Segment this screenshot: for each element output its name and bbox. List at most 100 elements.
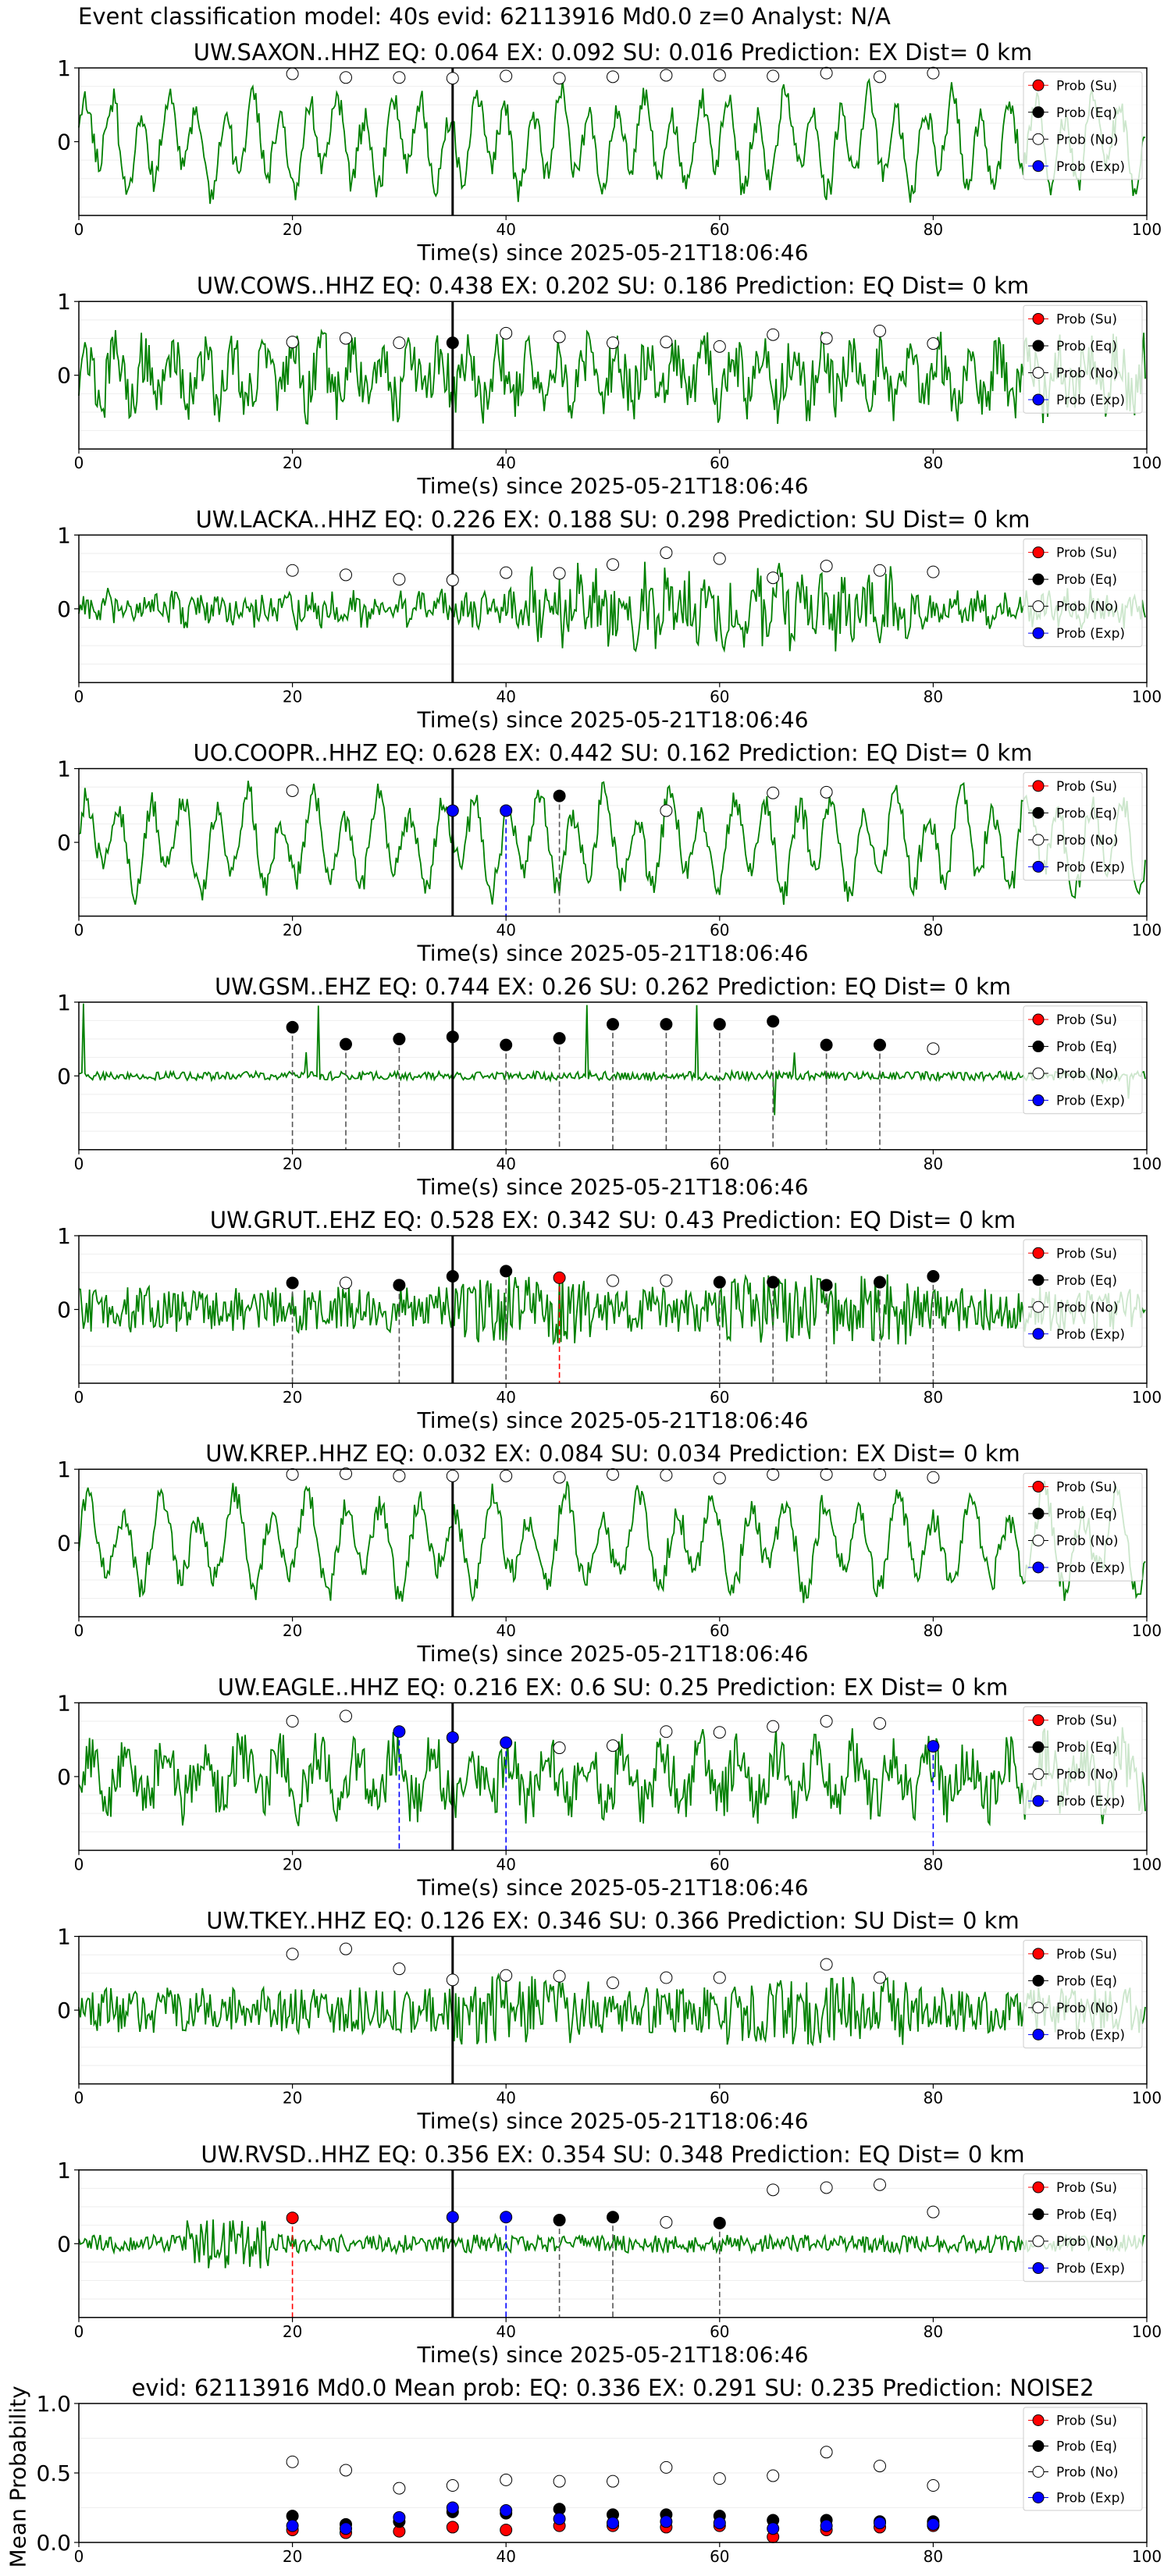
x-tick-label: 0 [74, 1388, 84, 1407]
mean-marker-su [446, 2521, 459, 2534]
prob-marker-no [286, 1715, 299, 1728]
prob-marker-no [767, 571, 780, 585]
prob-marker-no [500, 69, 513, 83]
legend-label: Prob (No) [1056, 2234, 1119, 2250]
prob-marker-no [340, 1276, 352, 1290]
prob-marker-su [553, 1271, 566, 1284]
x-tick-label: 20 [283, 921, 302, 940]
mean-marker-exp [660, 2515, 673, 2528]
station-panel: UW.EAGLE..HHZ EQ: 0.216 EX: 0.6 SU: 0.25… [57, 1674, 1162, 1900]
prob-marker-eq [660, 1018, 673, 1031]
legend-marker [1032, 2440, 1045, 2452]
x-axis-label: Time(s) since 2025-05-21T18:06:46 [416, 473, 808, 499]
axes-frame [78, 534, 1148, 684]
panel-title: UW.GSM..EHZ EQ: 0.744 EX: 0.26 SU: 0.262… [215, 973, 1011, 1000]
legend-label: Prob (Su) [1056, 1479, 1117, 1495]
legend-marker [1032, 2492, 1045, 2503]
prob-marker-no [874, 325, 886, 337]
mean-marker-no [820, 2446, 833, 2459]
prob-marker-no [713, 1726, 726, 1739]
x-tick-label: 100 [1132, 687, 1162, 706]
prob-marker-no [767, 69, 780, 83]
panel-title: UW.GRUT..EHZ EQ: 0.528 EX: 0.342 SU: 0.4… [210, 1207, 1016, 1233]
x-tick-label: 80 [924, 921, 943, 940]
legend-marker [1032, 806, 1045, 819]
y-tick-label: 1 [57, 1690, 71, 1716]
waveform-trace [78, 1003, 1146, 1115]
prob-marker-exp [927, 1740, 940, 1753]
y-tick-label: 0 [57, 1531, 71, 1557]
legend: Prob (Su) Prob (Eq) Prob (No) Prob (Exp) [1023, 304, 1143, 414]
legend-box [1023, 304, 1143, 414]
prob-marker-no [553, 1742, 566, 1755]
legend-label: Prob (Su) [1056, 311, 1117, 327]
legend-marker [1032, 1013, 1045, 1026]
station-panel: UW.COWS..HHZ EQ: 0.438 EX: 0.202 SU: 0.1… [57, 272, 1162, 499]
x-tick-label: 100 [1132, 220, 1162, 239]
prob-marker-no [820, 332, 833, 345]
legend-marker [1032, 106, 1045, 119]
legend-label: Prob (Su) [1056, 779, 1117, 795]
panel-title: UW.RVSD..HHZ EQ: 0.356 EX: 0.354 SU: 0.3… [201, 2141, 1024, 2168]
prob-marker-no [660, 2215, 673, 2229]
prob-marker-eq [820, 1279, 833, 1292]
x-tick-label: 40 [496, 921, 515, 940]
x-tick-label: 20 [283, 2089, 302, 2108]
legend-label: Prob (Su) [1056, 78, 1117, 94]
prob-marker-no [393, 573, 406, 586]
prob-marker-no [767, 1720, 780, 1733]
prob-marker-no [286, 1468, 299, 1481]
prob-marker-exp [500, 1736, 513, 1749]
prob-marker-eq [553, 789, 566, 802]
legend: Prob (Su) Prob (Eq) Prob (No) Prob (Exp) [1023, 1472, 1143, 1582]
x-tick-label: 40 [496, 454, 515, 472]
x-tick-label: 40 [496, 687, 515, 706]
y-tick-label: 1 [57, 2158, 71, 2183]
legend-label: Prob (Eq) [1056, 806, 1117, 821]
legend-marker [1032, 1714, 1045, 1727]
prob-marker-no [660, 1971, 673, 1984]
prob-marker-no [927, 1471, 940, 1484]
prob-marker-eq [446, 1269, 459, 1283]
x-tick-label: 100 [1132, 2547, 1162, 2566]
waveform-trace [78, 781, 1146, 906]
x-axis-label: Time(s) since 2025-05-21T18:06:46 [416, 2342, 808, 2368]
legend-label: Prob (No) [1056, 2001, 1119, 2016]
legend-box [1023, 538, 1143, 647]
y-tick-label: 1 [57, 55, 71, 81]
x-tick-label: 60 [710, 921, 729, 940]
y-tick-label: 0 [57, 2231, 71, 2257]
legend-label: Prob (No) [1056, 833, 1119, 849]
x-tick-label: 100 [1132, 1855, 1162, 1873]
legend-label: Prob (Su) [1056, 2414, 1117, 2429]
prob-marker-no [660, 336, 673, 349]
mean-marker-su [500, 2523, 513, 2536]
x-tick-label: 60 [710, 220, 729, 239]
x-tick-label: 60 [710, 1855, 729, 1873]
waveform-trace [78, 561, 1146, 653]
prob-marker-eq [820, 1038, 833, 1051]
prob-marker-no [927, 337, 940, 350]
legend-label: Prob (Exp) [1056, 2261, 1125, 2277]
x-axis-label: Time(s) since 2025-05-21T18:06:46 [416, 1407, 808, 1433]
prob-marker-no [553, 1969, 566, 1983]
x-tick-label: 20 [283, 220, 302, 239]
prob-marker-no [286, 67, 299, 80]
mean-marker-exp [446, 2501, 459, 2514]
prob-marker-no [607, 1468, 619, 1481]
prob-marker-no [286, 564, 299, 577]
mean-marker-exp [500, 2504, 513, 2517]
legend-marker [1032, 1300, 1045, 1313]
prob-marker-no [393, 1469, 406, 1482]
prob-marker-eq [286, 1276, 299, 1290]
prob-marker-no [660, 804, 673, 817]
legend-label: Prob (Exp) [1056, 2491, 1125, 2507]
legend-label: Prob (Su) [1056, 1246, 1117, 1261]
prob-marker-eq [340, 1037, 352, 1051]
x-axis-label: Time(s) since 2025-05-21T18:06:46 [416, 240, 808, 265]
prob-marker-no [393, 71, 406, 84]
prob-marker-eq [446, 336, 459, 350]
x-axis-label: Time(s) since 2025-05-21T18:06:46 [416, 706, 808, 732]
prob-marker-no [874, 564, 886, 577]
legend: Prob (Su) Prob (Eq) Prob (No) Prob (Exp) [1023, 772, 1143, 881]
